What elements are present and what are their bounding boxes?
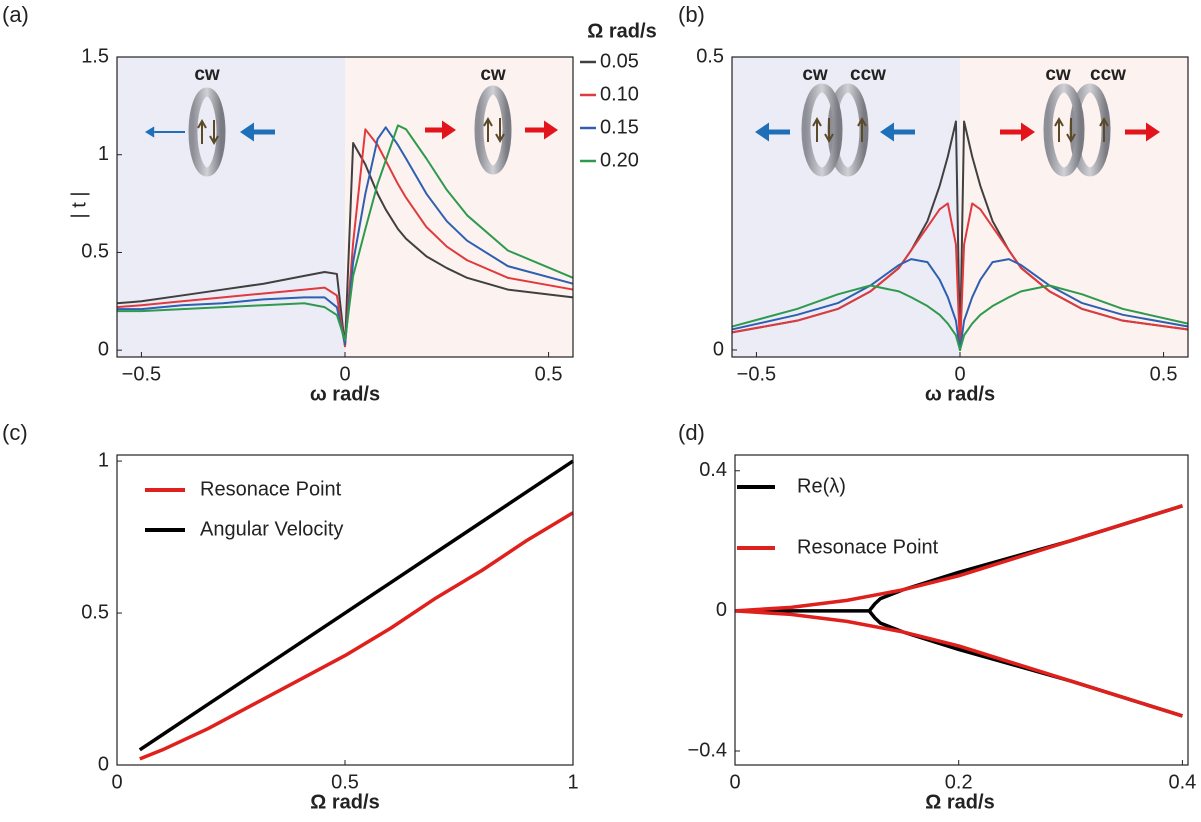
arrow-head (442, 120, 456, 140)
panel-label: (a) (2, 2, 29, 27)
y-tick-label: 1.5 (81, 45, 109, 67)
annotation: cw (802, 64, 828, 85)
arrow-head (755, 122, 769, 142)
legend-label: 0.20 (600, 149, 639, 171)
annotation: ccw (850, 64, 886, 85)
spin-arrow (483, 116, 493, 142)
legend-label: Resonace Point (200, 478, 342, 500)
plot-frame (116, 454, 574, 766)
x-tick-label: 0 (339, 363, 350, 385)
legend-label: Re(λ) (797, 475, 846, 497)
series-line (139, 511, 574, 761)
x-tick-label: 0.2 (945, 771, 973, 793)
panel-label: (b) (678, 2, 705, 27)
spin-arrow (812, 116, 822, 142)
series-line (734, 504, 1183, 613)
background-negative (732, 57, 960, 357)
x-tick-label: 0.5 (1150, 363, 1178, 385)
series-line (734, 609, 1183, 718)
x-tick-label: 0.5 (535, 363, 563, 385)
y-tick-label: 0 (98, 753, 109, 775)
x-tick-label: 0 (111, 771, 122, 793)
x-axis-label: ω rad/s (310, 383, 380, 405)
arrow-head (1021, 122, 1035, 142)
x-tick-label: 0.4 (1169, 771, 1197, 793)
arrow-head (240, 122, 254, 142)
panel-label: (c) (2, 420, 28, 445)
spin-arrow (1054, 116, 1064, 142)
spin-arrow (197, 118, 207, 144)
y-tick-label: 0.5 (81, 601, 109, 623)
spin-arrow (209, 120, 219, 146)
y-tick-label: 1 (98, 143, 109, 165)
series-line (117, 124, 574, 342)
ring (1043, 83, 1085, 177)
ring (474, 85, 512, 175)
annotation: cw (194, 64, 220, 85)
y-tick-label: 0 (98, 338, 109, 360)
y-tick-label: −0.4 (688, 739, 727, 761)
y-axis-label: | t | (68, 191, 90, 218)
background-negative (117, 57, 345, 357)
legend-label: Angular Velocity (200, 518, 343, 540)
series-line (117, 126, 574, 346)
x-tick-label: −0.5 (737, 363, 776, 385)
x-tick-label: 0 (729, 771, 740, 793)
spin-arrow (824, 118, 834, 144)
x-tick-label: −0.5 (122, 363, 161, 385)
legend-title: Ω rad/s (587, 20, 656, 42)
x-axis-label: Ω rad/s (310, 791, 379, 813)
arrow-head (544, 120, 558, 140)
y-tick-label: 0.4 (699, 459, 727, 481)
annotation: ccw (1090, 64, 1126, 85)
ring (801, 83, 843, 177)
y-tick-label: 1 (98, 449, 109, 471)
legend-label: Resonace Point (797, 536, 939, 558)
spin-arrow (857, 116, 867, 142)
series-line (116, 141, 574, 348)
x-tick-label: 0.5 (331, 771, 359, 793)
ring (827, 83, 869, 177)
legend-label: 0.15 (600, 116, 639, 138)
background-positive (345, 57, 573, 357)
x-tick-label: 1 (567, 771, 578, 793)
x-axis-label: ω rad/s (925, 383, 995, 405)
y-tick-label: 0.5 (696, 45, 724, 67)
x-axis-label: Ω rad/s (925, 791, 994, 813)
legend-label: 0.05 (600, 50, 639, 72)
y-tick-label: 0 (716, 599, 727, 621)
y-tick-label: 0 (713, 338, 724, 360)
spin-arrow (1066, 118, 1076, 144)
legend-label: 0.10 (600, 83, 639, 105)
plot-frame (731, 56, 1189, 358)
x-tick-label: 0 (954, 363, 965, 385)
arrow-head (145, 126, 155, 138)
series-line (731, 284, 1189, 351)
panel-label: (d) (678, 420, 705, 445)
annotation: cw (480, 64, 506, 85)
series-line (735, 504, 1183, 613)
series-line (138, 459, 574, 752)
plot-frame (116, 56, 574, 358)
ring (188, 87, 226, 177)
spin-arrow (1099, 116, 1109, 142)
y-tick-label: 0.5 (81, 241, 109, 263)
arrow-head (880, 122, 894, 142)
arrow-head (1146, 122, 1160, 142)
plot-frame (734, 454, 1189, 766)
spin-arrow (495, 118, 505, 144)
annotation: cw (1045, 64, 1071, 85)
ring (1069, 83, 1111, 177)
series-line (116, 128, 574, 348)
